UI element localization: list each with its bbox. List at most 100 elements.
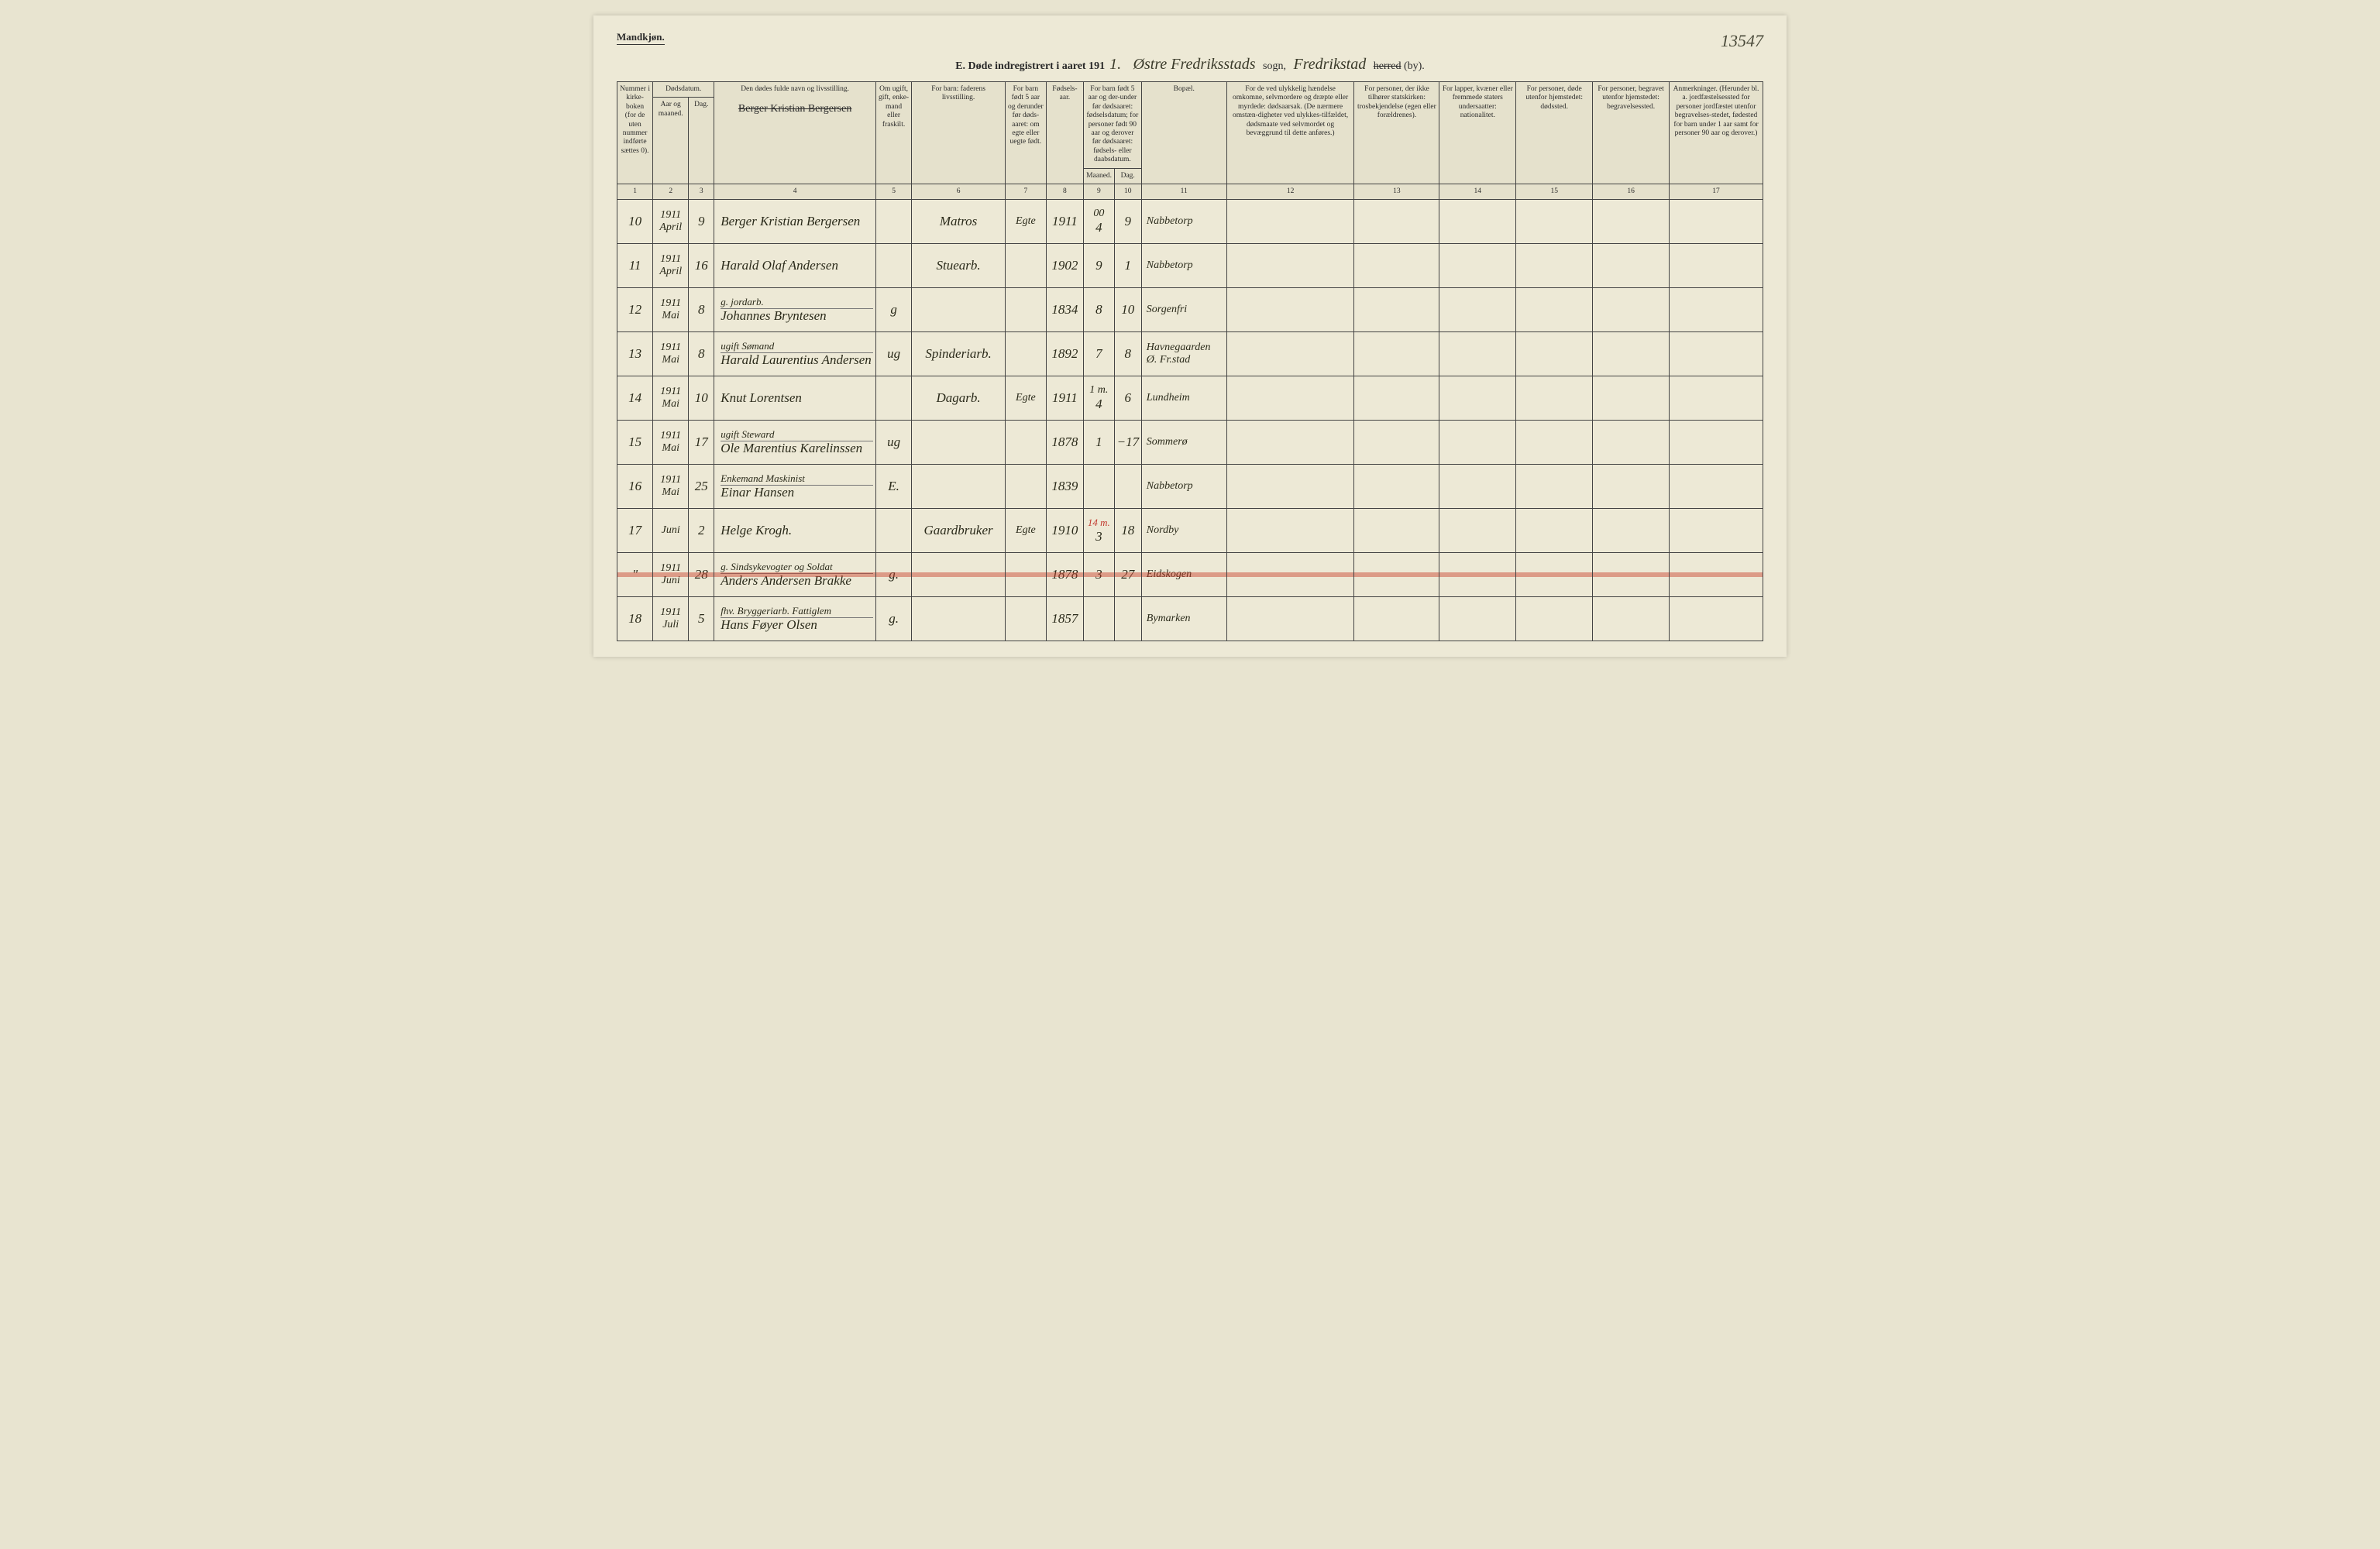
empty-cell	[1439, 465, 1516, 509]
empty-cell	[1354, 509, 1439, 553]
column-number-row: 1 2 3 4 5 6 7 8 9 10 11 12 13 14 15 16 1…	[617, 184, 1763, 199]
legitimacy	[1006, 421, 1047, 465]
row-number: 14	[617, 376, 653, 421]
father-occupation	[912, 597, 1006, 641]
empty-cell	[1354, 332, 1439, 376]
title-year: 1.	[1105, 56, 1126, 73]
name-cell: Harald Olaf Andersen	[714, 244, 876, 288]
marital-status: ug	[876, 332, 912, 376]
colnum: 5	[876, 184, 912, 199]
marital-status: g	[876, 288, 912, 332]
colnum: 7	[1006, 184, 1047, 199]
marital-status	[876, 244, 912, 288]
birth-day: −17	[1114, 421, 1141, 465]
birth-year: 1878	[1046, 421, 1083, 465]
birth-year: 1902	[1046, 244, 1083, 288]
empty-cell	[1354, 421, 1439, 465]
col-2-header: Dødsdatum.	[653, 82, 714, 98]
empty-cell	[1593, 288, 1670, 332]
empty-cell	[1354, 597, 1439, 641]
birth-month: 1 m.4	[1084, 376, 1115, 421]
birth-year: 1892	[1046, 332, 1083, 376]
birth-day	[1114, 465, 1141, 509]
birth-day: 10	[1114, 288, 1141, 332]
birth-year: 1857	[1046, 597, 1083, 641]
row-number: "	[617, 553, 653, 597]
title-prefix: E.	[955, 60, 965, 72]
marital-status: g.	[876, 597, 912, 641]
table-row: 101911April9Berger Kristian BergersenMat…	[617, 200, 1763, 244]
birth-year: 1910	[1046, 509, 1083, 553]
birth-month: 14 m.3	[1084, 509, 1115, 553]
residence: Nordby	[1141, 509, 1226, 553]
table-row: 17Juni2Helge Krogh.GaardbrukerEgte191014…	[617, 509, 1763, 553]
col-11-header: Bopæl.	[1141, 82, 1226, 184]
register-table: Nummer i kirke-boken (for de uten nummer…	[617, 81, 1763, 641]
marital-status	[876, 509, 912, 553]
col-6-header: For barn: faderens livsstilling.	[912, 82, 1006, 184]
father-occupation	[912, 421, 1006, 465]
empty-cell	[1670, 553, 1763, 597]
empty-cell	[1670, 376, 1763, 421]
register-page: Mandkjøn. 13547 E. Døde indregistrert i …	[593, 15, 1787, 657]
empty-cell	[1593, 597, 1670, 641]
col-14-header: For lapper, kvæner eller fremmede stater…	[1439, 82, 1516, 184]
death-year-month: 1911Mai	[653, 421, 689, 465]
empty-cell	[1593, 332, 1670, 376]
death-year-month: 1911Mai	[653, 465, 689, 509]
birth-year: 1839	[1046, 465, 1083, 509]
table-row: 131911Mai8ugift SømandHarald Laurentius …	[617, 332, 1763, 376]
colnum: 8	[1046, 184, 1083, 199]
colnum: 1	[617, 184, 653, 199]
birth-month: 8	[1084, 288, 1115, 332]
colnum: 6	[912, 184, 1006, 199]
empty-cell	[1226, 200, 1354, 244]
death-year-month: 1911Juni	[653, 553, 689, 597]
legitimacy	[1006, 288, 1047, 332]
death-year-month: 1911Mai	[653, 288, 689, 332]
empty-cell	[1593, 200, 1670, 244]
marital-status: E.	[876, 465, 912, 509]
marital-status	[876, 376, 912, 421]
empty-cell	[1226, 421, 1354, 465]
death-day: 28	[689, 553, 714, 597]
empty-cell	[1593, 465, 1670, 509]
death-day: 5	[689, 597, 714, 641]
row-number: 15	[617, 421, 653, 465]
father-occupation: Matros	[912, 200, 1006, 244]
father-occupation: Gaardbruker	[912, 509, 1006, 553]
legitimacy: Egte	[1006, 509, 1047, 553]
row-number: 16	[617, 465, 653, 509]
colnum: 15	[1516, 184, 1593, 199]
empty-cell	[1354, 244, 1439, 288]
col-17-header: Anmerkninger. (Herunder bl. a. jordfæste…	[1670, 82, 1763, 184]
empty-cell	[1354, 288, 1439, 332]
colnum: 10	[1114, 184, 1141, 199]
birth-day: 18	[1114, 509, 1141, 553]
empty-cell	[1439, 421, 1516, 465]
empty-cell	[1226, 509, 1354, 553]
death-year-month: 1911April	[653, 244, 689, 288]
empty-cell	[1226, 288, 1354, 332]
legitimacy	[1006, 553, 1047, 597]
residence: HavnegaardenØ. Fr.stad	[1141, 332, 1226, 376]
table-row: 121911Mai8g. jordarb.Johannes Brynteseng…	[617, 288, 1763, 332]
empty-cell	[1670, 421, 1763, 465]
row-number: 17	[617, 509, 653, 553]
empty-cell	[1354, 200, 1439, 244]
name-cell: Helge Krogh.	[714, 509, 876, 553]
legitimacy	[1006, 597, 1047, 641]
empty-cell	[1516, 421, 1593, 465]
table-row: 161911Mai25Enkemand MaskinistEinar Hanse…	[617, 465, 1763, 509]
birth-month: 9	[1084, 244, 1115, 288]
col-13-header: For personer, der ikke tilhører statskir…	[1354, 82, 1439, 184]
empty-cell	[1516, 332, 1593, 376]
name-cell: g. Sindsykevogter og SoldatAnders Anders…	[714, 553, 876, 597]
by-suffix: (by).	[1404, 60, 1425, 72]
empty-cell	[1439, 288, 1516, 332]
marital-status	[876, 200, 912, 244]
death-day: 2	[689, 509, 714, 553]
empty-cell	[1593, 509, 1670, 553]
col-5-header: Om ugift, gift, enke-mand eller fraskilt…	[876, 82, 912, 184]
col-15-header: For personer, døde utenfor hjemstedet: d…	[1516, 82, 1593, 184]
